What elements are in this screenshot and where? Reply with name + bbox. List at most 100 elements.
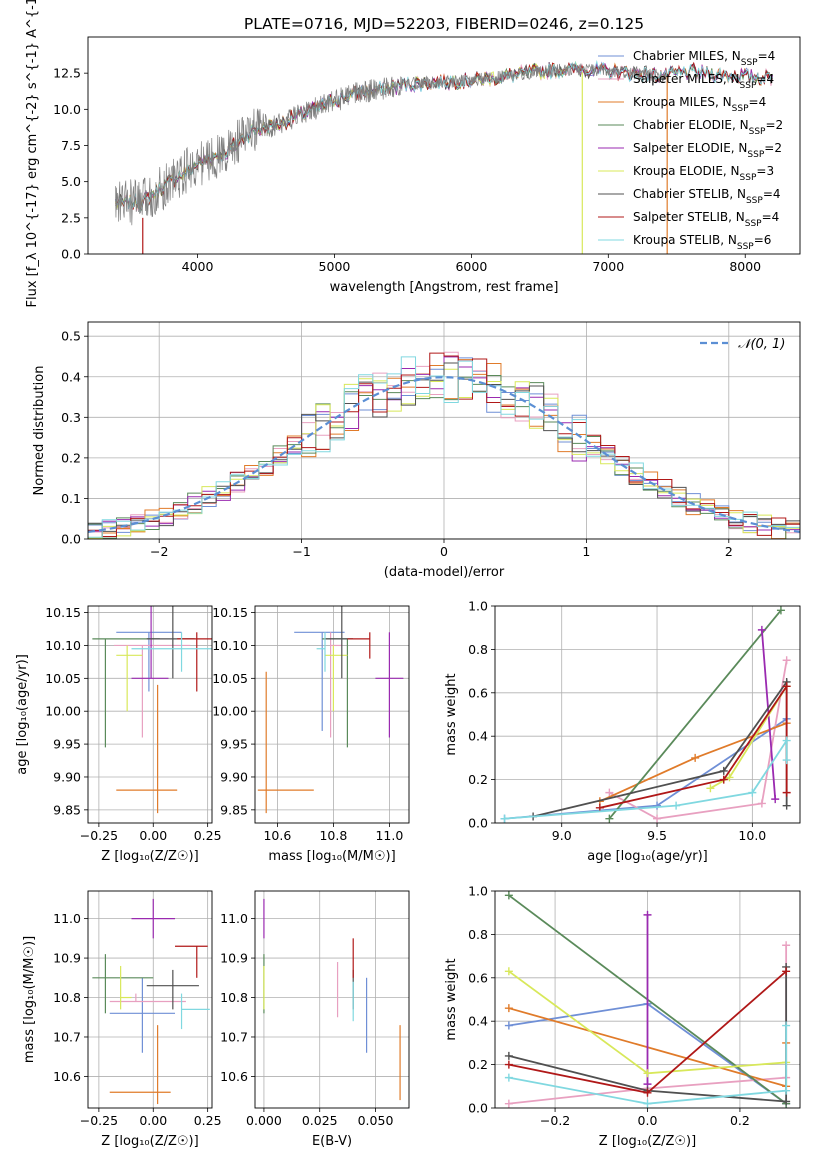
y-tick-label: 0.4	[468, 729, 488, 744]
x-tick-label: 10.0	[738, 828, 766, 843]
x-tick-label: −1	[292, 544, 310, 559]
age_vs_mass-plot-area	[255, 606, 409, 823]
x-axis-label: E(B-V)	[312, 1134, 352, 1149]
axes-frame	[87, 321, 801, 540]
y-tick-label: 10.8	[220, 990, 248, 1005]
weight-line-salpeter-miles	[608, 660, 788, 820]
x-tick-label: −0.25	[80, 1113, 118, 1128]
y-tick-label: 0.6	[468, 685, 488, 700]
y-tick-label: 0.8	[468, 927, 488, 942]
axes-frame	[87, 605, 213, 824]
x-tick-label: 0.000	[246, 1113, 282, 1128]
axes-frame	[254, 605, 410, 824]
y-tick-label: 10.6	[53, 1069, 81, 1084]
y-tick-label: 11.0	[53, 911, 81, 926]
y-tick-label: 10.8	[53, 990, 81, 1005]
y-tick-label: 0.2	[61, 450, 81, 465]
y-axis-label: Flux [f_λ 10^{-17} erg cm^{-2} s^{-1} A^…	[25, 0, 40, 307]
y-tick-label: 0.5	[61, 329, 81, 344]
y-tick-label: 10.00	[45, 704, 81, 719]
weight-marker-kroupa-miles	[691, 753, 700, 762]
weight_vs_Z-plot-area	[495, 891, 800, 1108]
weight-marker-salpeter-miles	[504, 1099, 513, 1108]
weight-marker-salpeter-elodie	[643, 910, 652, 919]
y-tick-label: 10.05	[45, 671, 81, 686]
weight-marker-kroupa-stelib	[782, 1021, 791, 1030]
y-tick-label: 0.0	[468, 1101, 488, 1116]
mass_vs_ebv-plot-area	[255, 891, 409, 1108]
axes-frame	[87, 36, 801, 255]
x-tick-label: 2	[725, 544, 733, 559]
y-tick-label: 9.95	[220, 737, 248, 752]
weight-marker-kroupa-stelib	[504, 1073, 513, 1082]
x-axis-label: Z [log₁₀(Z/Z☉)]	[101, 1134, 198, 1149]
weight-line-kroupa-stelib	[508, 1025, 788, 1105]
y-tick-label: 10.00	[212, 704, 248, 719]
y-tick-label: 7.5	[61, 138, 81, 153]
x-tick-label: 0.00	[139, 828, 167, 843]
y-tick-label: 0.0	[468, 816, 488, 831]
axes-frame	[494, 890, 801, 1109]
weight-marker-chabrier-stelib	[782, 1097, 791, 1106]
axes-frame	[87, 890, 213, 1109]
y-tick-label: 10.15	[212, 605, 248, 620]
residual-histogram-chabrier-stelib	[88, 362, 800, 532]
weight-marker-salpeter-stelib	[504, 1060, 513, 1069]
y-tick-label: 0.1	[61, 491, 81, 506]
weight-marker-salpeter-stelib	[719, 775, 728, 784]
y-axis-label: mass weight	[444, 958, 459, 1040]
x-tick-label: −2	[150, 544, 168, 559]
y-tick-label: 0.0	[61, 247, 81, 262]
weight-marker-kroupa-stelib	[672, 801, 681, 810]
weight-marker-kroupa-stelib	[782, 736, 791, 745]
y-tick-label: 10.7	[53, 1029, 81, 1044]
weight-marker-chabrier-elodie	[605, 814, 614, 823]
x-tick-label: 8000	[729, 259, 761, 274]
y-axis-label: age [log₁₀(age/yr)]	[15, 654, 30, 775]
legend-entry-kroupa-stelib: Kroupa STELIB, NSSP=6	[633, 233, 771, 252]
y-tick-label: 10.10	[212, 638, 248, 653]
weight-marker-salpeter-elodie	[771, 795, 780, 804]
weight-marker-salpeter-miles	[782, 941, 791, 950]
x-axis-label: Z [log₁₀(Z/Z☉)]	[599, 1134, 696, 1149]
weight-marker-chabrier-elodie	[504, 891, 513, 900]
y-tick-label: 10.15	[45, 605, 81, 620]
legend-entry-chabrier-miles: Chabrier MILES, NSSP=4	[633, 49, 775, 68]
x-tick-label: 1	[582, 544, 590, 559]
y-tick-label: 10.9	[220, 951, 248, 966]
weight-marker-salpeter-miles	[782, 656, 791, 665]
x-tick-label: −0.2	[540, 1113, 570, 1128]
y-tick-label: 0.4	[61, 369, 81, 384]
x-tick-label: 10.8	[319, 828, 347, 843]
weight-marker-kroupa-miles	[504, 1004, 513, 1013]
x-tick-label: 0.00	[139, 1113, 167, 1128]
weight-marker-chabrier-elodie	[776, 606, 785, 615]
weight-marker-salpeter-miles	[757, 799, 766, 808]
spectrum-title: PLATE=0716, MJD=52203, FIBERID=0246, z=0…	[244, 15, 644, 33]
y-tick-label: 0.3	[61, 410, 81, 425]
weight-marker-kroupa-stelib	[500, 814, 509, 823]
y-tick-label: 0.2	[468, 772, 488, 787]
y-tick-label: 9.90	[220, 769, 248, 784]
spectrum-observed	[115, 63, 667, 226]
weight-marker-kroupa-elodie	[725, 773, 734, 782]
x-axis-label: mass [log₁₀(M/M☉)]	[268, 849, 395, 864]
weight-marker-kroupa-elodie	[706, 784, 715, 793]
weight-marker-kroupa-stelib	[782, 756, 791, 765]
weight-line-chabrier-elodie	[608, 609, 782, 820]
y-tick-label: 10.6	[220, 1069, 248, 1084]
legend-entry-salpeter-stelib: Salpeter STELIB, NSSP=4	[633, 210, 779, 229]
x-tick-label: 6000	[455, 259, 487, 274]
x-tick-label: 5000	[319, 259, 351, 274]
x-tick-label: 0.0	[638, 1113, 658, 1128]
x-tick-label: 0.25	[194, 828, 222, 843]
residual-histogram-salpeter-stelib	[88, 352, 800, 538]
weight-marker-kroupa-stelib	[643, 1099, 652, 1108]
y-tick-label: 2.5	[61, 210, 81, 225]
x-tick-label: −0.25	[80, 828, 118, 843]
y-tick-label: 10.05	[212, 671, 248, 686]
weight-marker-salpeter-stelib	[782, 967, 791, 976]
x-tick-label: 4000	[182, 259, 214, 274]
y-tick-label: 10.0	[53, 102, 81, 117]
